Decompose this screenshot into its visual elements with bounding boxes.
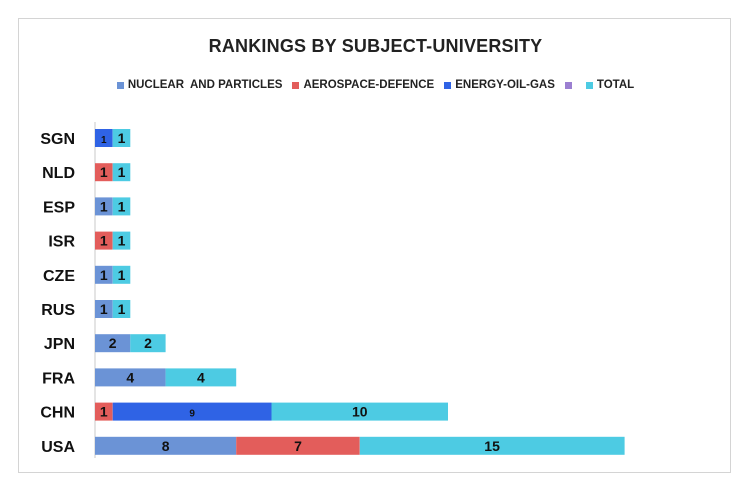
data-label-jpn-series-0: 2 [109,335,117,351]
category-label-fra: FRA [42,370,75,387]
data-label-cze-series-4: 1 [118,267,126,283]
data-label-isr-series-4: 1 [118,233,126,249]
legend-item-4: TOTAL [585,79,635,91]
data-label-usa-series-1: 7 [294,438,302,454]
legend-label: ENERGY-OIL-GAS [455,79,555,91]
category-label-cze: CZE [43,268,75,285]
bar-sgn-series-2 [95,129,113,147]
bar-chn-series-4 [271,402,448,421]
legend-item-0: NUCLEAR AND PARTICLES [116,79,283,91]
legend-item-2: ENERGY-OIL-GAS [444,79,555,91]
category-label-chn: CHN [40,405,75,422]
bar-chn-series-1 [95,402,113,421]
data-label-fra-series-4: 4 [197,369,205,385]
bar-esp-series-4 [112,197,131,216]
legend-item-3 [564,81,576,89]
data-label-nld-series-1: 1 [100,164,108,180]
data-label-rus-series-0: 1 [100,301,108,317]
bar-cze-series-0 [95,265,113,284]
legend-swatch [292,81,300,89]
bar-chn-series-2 [112,402,272,421]
legend-label: TOTAL [596,79,635,91]
bar-isr-series-4 [112,231,131,250]
chart-frame [18,18,731,473]
data-label-jpn-series-4: 2 [144,335,152,351]
data-label-chn-series-2: 9 [189,409,195,420]
bar-nld-series-1 [95,163,113,182]
bar-jpn-series-4 [130,334,166,353]
category-label-jpn: JPN [44,336,75,353]
data-label-sgn-series-4: 1 [118,130,126,146]
bar-rus-series-0 [95,300,113,318]
category-label-usa: USA [41,439,75,456]
legend-swatch [116,81,124,89]
bar-usa-series-0 [95,436,237,455]
data-label-rus-series-4: 1 [118,301,126,317]
legend-swatch [585,81,593,89]
legend-label: AEROSPACE-DEFENCE [303,79,435,91]
bar-fra-series-4 [165,368,237,387]
legend-item-1: AEROSPACE-DEFENCE [292,79,434,91]
bar-sgn-series-4 [112,129,131,147]
category-label-nld: NLD [42,165,75,182]
category-label-rus: RUS [41,302,75,319]
bar-isr-series-1 [95,231,113,250]
data-label-cze-series-0: 1 [100,267,108,283]
data-label-nld-series-4: 1 [118,164,126,180]
data-label-esp-series-0: 1 [100,198,108,214]
data-label-sgn-series-2: 1 [101,135,107,146]
legend-swatch [444,81,452,89]
bar-cze-series-4 [112,265,131,284]
data-label-usa-series-0: 8 [162,438,170,454]
data-label-fra-series-0: 4 [126,369,134,385]
bar-jpn-series-0 [95,334,131,353]
data-label-usa-series-4: 15 [484,438,500,454]
legend-label: NUCLEAR AND PARTICLES [127,79,283,91]
legend-swatch [564,81,572,89]
category-label-sgn: SGN [40,131,75,148]
category-label-esp: ESP [43,199,75,216]
bar-fra-series-0 [95,368,166,387]
chart-title: RANKINGS BY SUBJECT-UNIVERSITY [208,36,543,56]
data-label-esp-series-4: 1 [118,198,126,214]
chart-legend: NUCLEAR AND PARTICLES AEROSPACE-DEFENCE EN… [0,79,751,91]
bar-nld-series-4 [112,163,131,182]
data-label-isr-series-1: 1 [100,233,108,249]
bar-usa-series-1 [236,436,360,455]
data-label-chn-series-1: 1 [100,404,108,420]
category-label-isr: ISR [48,234,75,251]
data-label-chn-series-4: 10 [352,404,368,420]
bar-usa-series-4 [359,436,625,455]
bar-esp-series-0 [95,197,113,216]
bar-rus-series-4 [112,300,131,318]
